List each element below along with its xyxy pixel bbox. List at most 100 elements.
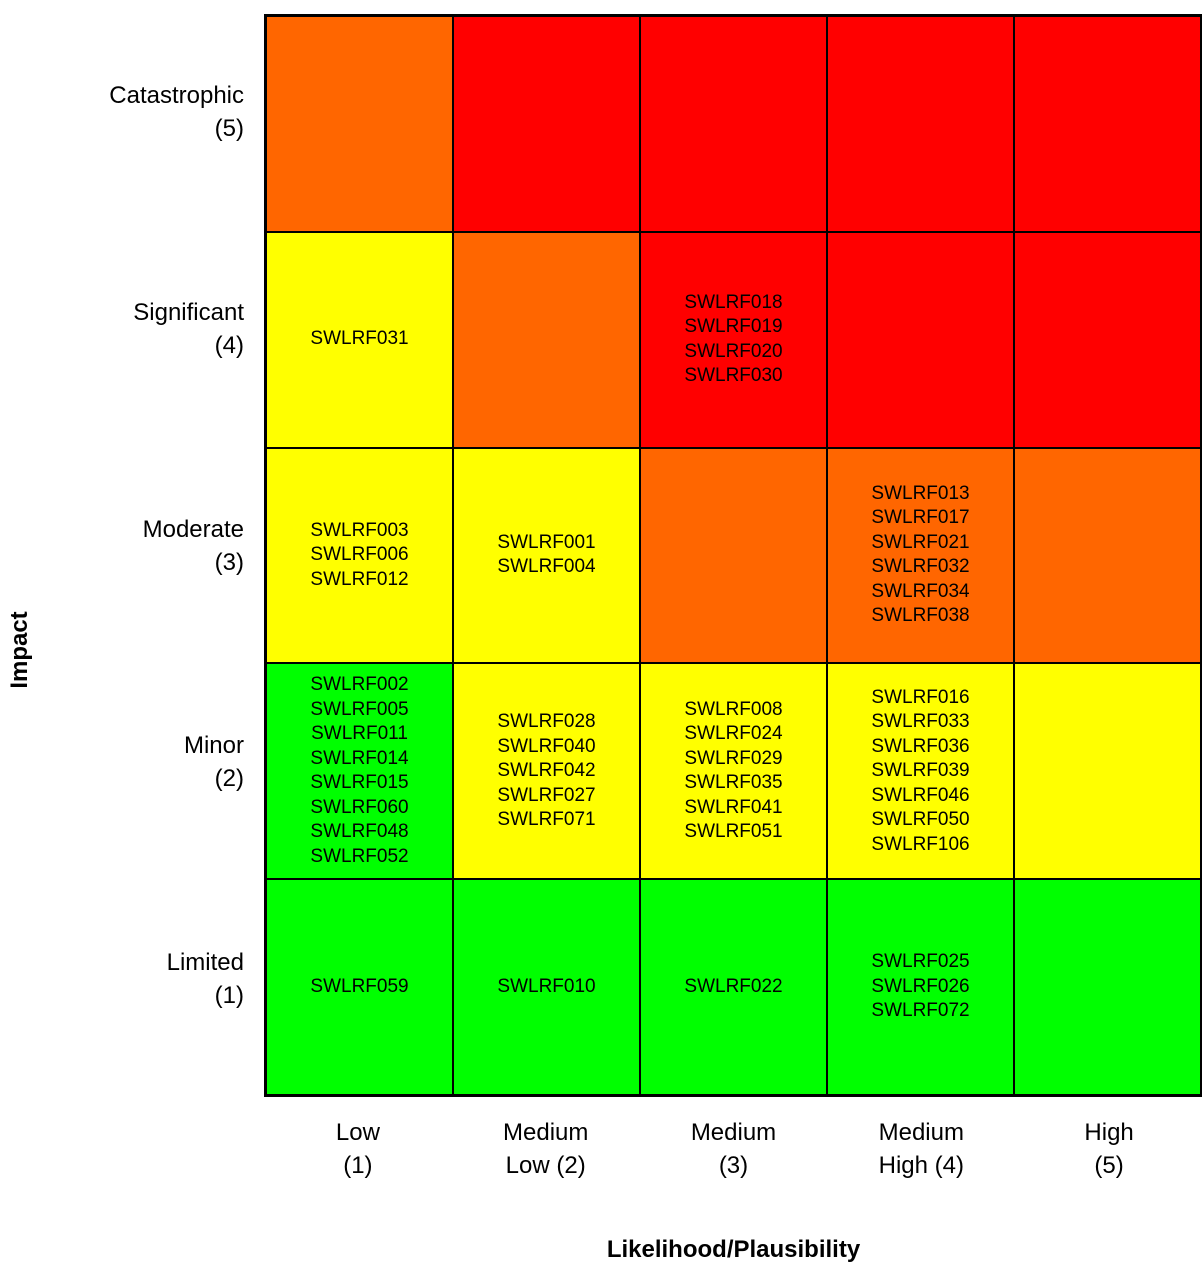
impact-level-text: Catastrophic: [109, 82, 244, 110]
risk-id-label: SWLRF014: [310, 747, 409, 769]
likelihood-level-label: Low (1): [264, 1116, 452, 1182]
risk-id-label: SWLRF020: [684, 340, 783, 362]
risk-id-label: SWLRF022: [684, 975, 783, 997]
likelihood-level-text: Low (2): [505, 1152, 586, 1179]
risk-id-label: SWLRF021: [871, 531, 970, 553]
risk-id-label: SWLRF001: [497, 531, 596, 553]
matrix-cell: SWLRF025 SWLRF026 SWLRF072: [827, 879, 1014, 1095]
likelihood-level-label: Medium Low (2): [452, 1116, 640, 1182]
matrix-cell: [1014, 16, 1201, 232]
risk-id-label: SWLRF039: [871, 760, 970, 782]
risk-id-label: SWLRF013: [871, 482, 970, 504]
impact-level-text: (2): [214, 765, 244, 793]
matrix-cell: [1014, 447, 1201, 664]
likelihood-level-text: High: [1084, 1119, 1134, 1146]
likelihood-level-text: (1): [343, 1152, 373, 1179]
impact-level-text: (3): [214, 548, 244, 576]
risk-id-label: SWLRF059: [310, 975, 409, 997]
risk-id-label: SWLRF012: [310, 568, 409, 590]
matrix-cell: [827, 16, 1014, 232]
risk-id-label: SWLRF030: [684, 365, 783, 387]
risk-id-label: SWLRF003: [310, 519, 409, 541]
risk-id-label: SWLRF008: [684, 698, 783, 720]
matrix-cell: SWLRF008 SWLRF024 SWLRF029 SWLRF035 SWLRF041…: [640, 663, 827, 880]
risk-id-label: SWLRF024: [684, 723, 783, 745]
matrix-cell: [1014, 879, 1201, 1095]
impact-level-text: (1): [214, 981, 244, 1009]
risk-id-label: SWLRF028: [497, 711, 596, 733]
risk-id-label: SWLRF060: [310, 796, 409, 818]
matrix-cell: SWLRF059: [266, 879, 453, 1095]
matrix-cell: SWLRF002 SWLRF005 SWLRF011 SWLRF014 SWLRF015…: [266, 663, 453, 880]
risk-id-label: SWLRF051: [684, 821, 783, 843]
impact-level-label: Catastrophic (5): [40, 79, 244, 145]
matrix-cell: SWLRF016 SWLRF033 SWLRF036 SWLRF039 SWLRF046…: [827, 663, 1014, 880]
matrix-cell: SWLRF022: [640, 879, 827, 1095]
matrix-cell: [1014, 663, 1201, 880]
impact-level-text: Moderate: [142, 515, 244, 543]
risk-id-label: SWLRF011: [311, 723, 408, 745]
impact-level-label: Significant (4): [40, 296, 244, 362]
impact-level-label: Minor (2): [40, 729, 244, 795]
risk-id-label: SWLRF052: [310, 845, 409, 867]
matrix-cell: [640, 16, 827, 232]
risk-id-label: SWLRF017: [871, 507, 970, 529]
risk-id-label: SWLRF031: [310, 328, 409, 350]
risk-id-label: SWLRF042: [497, 760, 596, 782]
likelihood-level-text: (5): [1094, 1152, 1124, 1179]
x-axis-title: Likelihood/Plausibility: [606, 1236, 861, 1263]
risk-id-label: SWLRF035: [684, 772, 783, 794]
risk-id-label: SWLRF027: [497, 784, 596, 806]
matrix-cell: SWLRF003 SWLRF006 SWLRF012: [266, 447, 453, 664]
impact-level-text: (4): [214, 331, 244, 359]
impact-level-text: Minor: [183, 732, 244, 760]
risk-id-label: SWLRF046: [871, 784, 970, 806]
risk-id-label: SWLRF026: [871, 975, 970, 997]
matrix-cell: [453, 231, 640, 448]
risk-id-label: SWLRF032: [871, 556, 970, 578]
likelihood-level-text: Medium: [690, 1119, 777, 1146]
risk-id-label: SWLRF004: [497, 556, 596, 578]
risk-id-label: SWLRF040: [497, 735, 596, 757]
risk-id-label: SWLRF036: [871, 735, 970, 757]
impact-level-text: Limited: [166, 948, 244, 976]
risk-id-label: SWLRF002: [310, 674, 409, 696]
matrix-cell: [266, 16, 453, 232]
risk-id-label: SWLRF016: [871, 686, 970, 708]
likelihood-level-label: Medium High (4): [827, 1116, 1015, 1182]
likelihood-level-text: Medium: [503, 1119, 589, 1146]
matrix-cell: SWLRF013 SWLRF017 SWLRF021 SWLRF032 SWLRF034…: [827, 447, 1014, 664]
risk-id-label: SWLRF034: [871, 580, 970, 602]
risk-id-label: SWLRF050: [871, 809, 970, 831]
likelihood-level-text: Medium: [878, 1119, 964, 1146]
risk-id-label: SWLRF029: [684, 747, 783, 769]
risk-id-label: SWLRF106: [871, 833, 970, 855]
matrix-cell: SWLRF001 SWLRF004: [453, 447, 640, 664]
matrix-cell: [827, 231, 1014, 448]
likelihood-level-text: High (4): [878, 1152, 964, 1179]
risk-id-label: SWLRF015: [310, 772, 409, 794]
risk-id-label: SWLRF010: [497, 975, 596, 997]
risk-id-label: SWLRF072: [871, 1000, 970, 1022]
impact-level-label: Moderate (3): [40, 513, 244, 579]
likelihood-level-label: High (5): [1015, 1116, 1202, 1182]
risk-id-label: SWLRF019: [684, 316, 783, 338]
matrix-cell: [640, 447, 827, 664]
risk-id-label: SWLRF038: [871, 605, 970, 627]
matrix-cell: [453, 16, 640, 232]
likelihood-level-label: Medium (3): [640, 1116, 828, 1182]
matrix-cell: SWLRF018 SWLRF019 SWLRF020 SWLRF030: [640, 231, 827, 448]
impact-level-text: Significant: [133, 298, 244, 326]
risk-id-label: SWLRF048: [310, 821, 409, 843]
risk-id-label: SWLRF025: [871, 951, 970, 973]
risk-matrix: SWLRF031 SWLRF018 SWLRF019 SWLRF020 SWLRF030…: [264, 14, 1202, 1097]
risk-id-label: SWLRF071: [497, 809, 596, 831]
impact-level-text: (5): [214, 115, 244, 143]
matrix-cell: SWLRF031: [266, 231, 453, 448]
matrix-cell: SWLRF028 SWLRF040 SWLRF042 SWLRF027 SWLRF071: [453, 663, 640, 880]
likelihood-level-text: Low: [335, 1119, 380, 1146]
risk-id-label: SWLRF005: [310, 698, 409, 720]
likelihood-level-text: (3): [718, 1152, 749, 1179]
risk-id-label: SWLRF041: [684, 796, 783, 818]
impact-level-label: Limited (1): [40, 946, 244, 1012]
